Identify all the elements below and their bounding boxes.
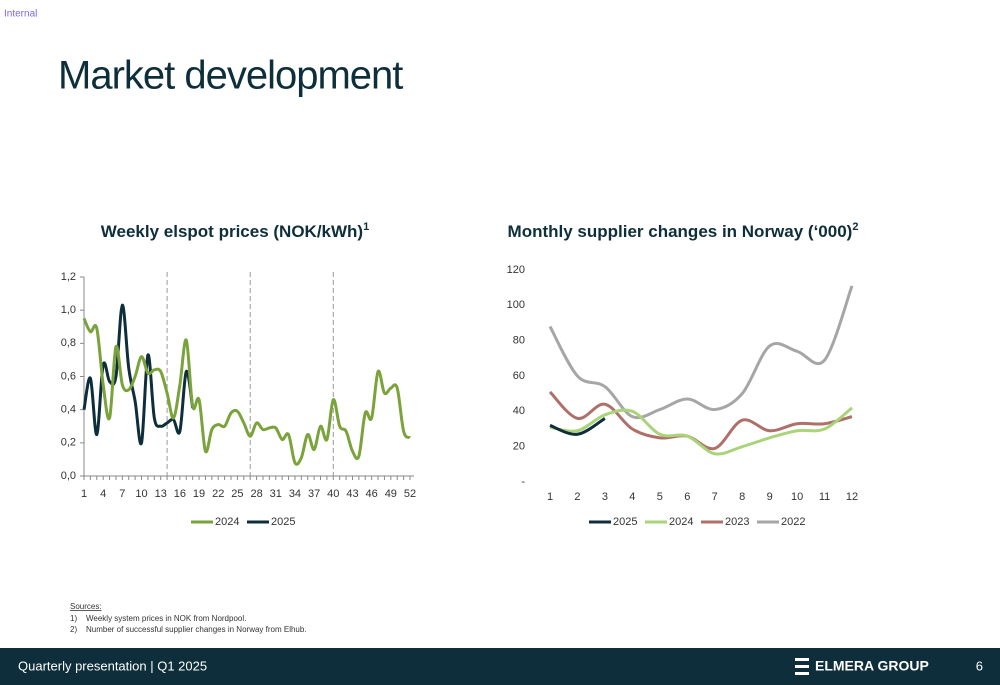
y-tick-label: 0,4	[61, 404, 76, 416]
x-tick-label: 34	[289, 488, 301, 500]
source: 1) Weekly system prices in NOK from Nord…	[70, 614, 246, 623]
legend-label: 2022	[781, 516, 805, 528]
y-tick-label: 100	[507, 299, 525, 311]
x-tick-label: 4	[100, 488, 106, 500]
legend-label: 2024	[669, 516, 693, 528]
y-tick-label: 80	[513, 335, 525, 347]
x-tick-label: 40	[327, 488, 339, 500]
y-tick-label: 120	[507, 264, 525, 276]
series-line	[548, 285, 854, 420]
superscript: 1	[363, 221, 369, 233]
slide-title: Market development	[58, 54, 403, 98]
legend-label: 2024	[215, 516, 239, 528]
title-text: Monthly supplier changes in Norway (‘000…	[508, 222, 853, 241]
x-tick-label: 11	[819, 491, 830, 503]
x-tick-label: 1	[81, 488, 87, 500]
y-tick-label: -	[521, 476, 525, 488]
x-tick-label: 46	[366, 488, 378, 500]
x-tick-label: 28	[250, 488, 262, 500]
x-tick-label: 2	[574, 491, 580, 503]
source: 2) Number of successful supplier changes…	[70, 625, 307, 634]
logo-bar	[795, 658, 809, 661]
logo-bar	[795, 665, 809, 668]
y-tick-label: 1,2	[61, 271, 76, 283]
x-tick-label: 10	[135, 488, 147, 500]
footer-bar	[0, 648, 1000, 685]
x-tick-label: 8	[739, 491, 745, 503]
chart-title: Weekly elspot prices (NOK/kWh)1	[101, 221, 369, 242]
title-text: Weekly elspot prices (NOK/kWh)	[101, 222, 363, 241]
y-tick-label: 0,6	[61, 370, 76, 382]
x-tick-label: 52	[404, 488, 416, 500]
legend-label: 2023	[725, 516, 749, 528]
series-line	[82, 317, 412, 466]
legend-label: 2025	[613, 516, 637, 528]
footer-text: Quarterly presentation | Q1 2025	[18, 658, 207, 673]
x-tick-label: 37	[308, 488, 320, 500]
chart-title: Monthly supplier changes in Norway (‘000…	[508, 221, 859, 242]
x-tick-label: 1	[547, 491, 553, 503]
x-tick-label: 12	[846, 491, 858, 503]
x-tick-label: 6	[684, 491, 690, 503]
y-tick-label: 0,0	[61, 470, 76, 482]
y-tick-label: 0,8	[61, 337, 76, 349]
x-tick-label: 22	[212, 488, 224, 500]
x-tick-label: 19	[193, 488, 205, 500]
y-tick-label: 40	[513, 405, 525, 417]
x-tick-label: 7	[712, 491, 718, 503]
x-tick-label: 13	[155, 488, 167, 500]
x-tick-label: 9	[767, 491, 773, 503]
logo	[795, 658, 809, 675]
y-tick-label: 0,2	[61, 437, 76, 449]
sources-heading: Sources:	[70, 602, 102, 611]
x-tick-label: 49	[385, 488, 397, 500]
x-tick-label: 43	[346, 488, 358, 500]
x-tick-label: 4	[629, 491, 635, 503]
y-tick-label: 20	[513, 441, 525, 453]
x-tick-label: 10	[791, 491, 803, 503]
legend-label: 2025	[271, 516, 295, 528]
brand: ELMERA GROUP	[815, 658, 929, 674]
page-number: 6	[976, 658, 983, 673]
y-tick-label: 1,0	[61, 304, 76, 316]
series-line	[549, 406, 853, 456]
classification: Internal	[4, 9, 37, 20]
series-line	[549, 417, 606, 436]
x-tick-label: 31	[270, 488, 282, 500]
y-tick-label: 60	[513, 370, 525, 382]
x-tick-label: 5	[657, 491, 663, 503]
x-tick-label: 7	[119, 488, 125, 500]
logo-bar	[795, 672, 809, 675]
superscript: 2	[852, 221, 858, 233]
x-tick-label: 3	[602, 491, 608, 503]
x-tick-label: 25	[231, 488, 243, 500]
x-tick-label: 16	[174, 488, 186, 500]
